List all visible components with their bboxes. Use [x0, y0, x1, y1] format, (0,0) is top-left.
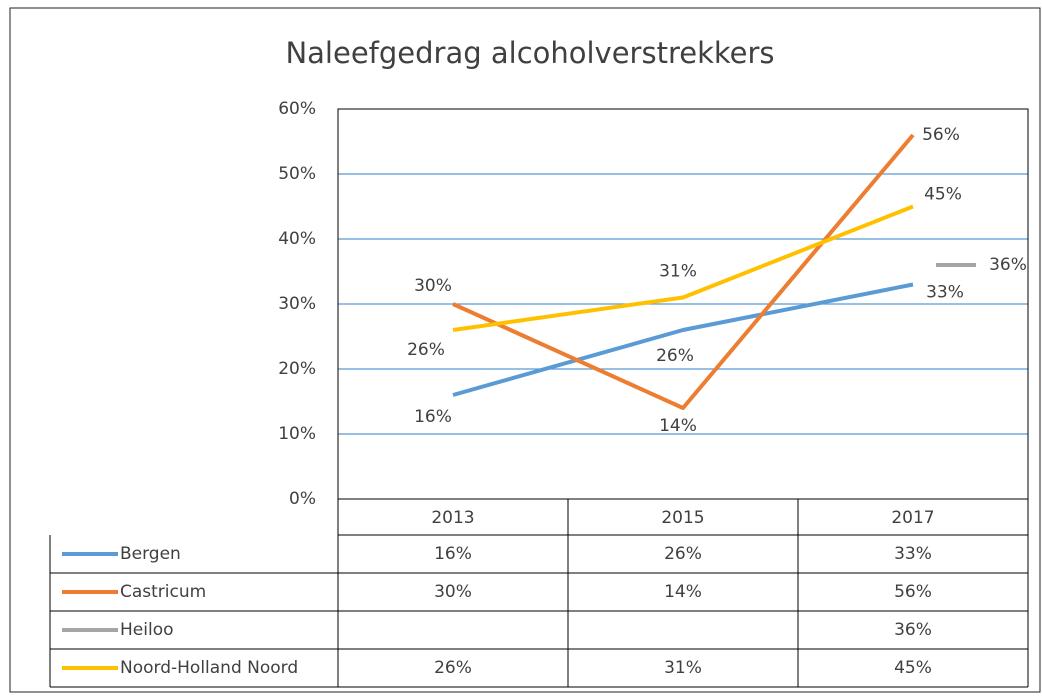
data-label: 33%: [926, 283, 964, 303]
legend-label: Noord-Holland Noord: [120, 658, 298, 678]
table-cell: 45%: [894, 658, 932, 678]
data-label: 36%: [989, 255, 1027, 275]
data-label: 56%: [922, 125, 960, 145]
y-tick-label: 40%: [278, 229, 316, 249]
data-label: 30%: [414, 276, 452, 296]
table-cell: 56%: [894, 582, 932, 602]
x-tick-label: 2013: [431, 508, 474, 528]
line: [452, 133, 915, 410]
legend-label: Heiloo: [120, 620, 174, 640]
legend-label: Castricum: [120, 582, 206, 602]
y-tick-label: 50%: [278, 164, 316, 184]
chart-title: Naleefgedrag alcoholverstrekkers: [285, 36, 774, 70]
table-cell: 14%: [664, 582, 702, 602]
table-cell: 36%: [894, 620, 932, 640]
legend-label: Bergen: [120, 544, 181, 564]
table-cell: 30%: [434, 582, 472, 602]
data-label: 26%: [656, 346, 694, 366]
y-tick-label: 30%: [278, 294, 316, 314]
y-tick-label: 10%: [278, 424, 316, 444]
data-label: 26%: [407, 340, 445, 360]
data-label: 14%: [659, 416, 697, 436]
chart-border: [9, 7, 1041, 693]
x-tick-label: 2017: [891, 508, 934, 528]
y-tick-label: 60%: [278, 99, 316, 119]
table-cell: 16%: [434, 544, 472, 564]
line: [452, 204, 914, 332]
data-label: 45%: [924, 185, 962, 205]
table-cell: 26%: [664, 544, 702, 564]
y-tick-label: 0%: [289, 489, 316, 509]
data-label: 16%: [414, 407, 452, 427]
x-tick-label: 2015: [661, 508, 704, 528]
line: [452, 282, 914, 397]
table-cell: 33%: [894, 544, 932, 564]
table-cell: 26%: [434, 658, 472, 678]
table-cell: 31%: [664, 658, 702, 678]
data-label: 31%: [659, 262, 697, 282]
plot-border: [337, 108, 1029, 500]
y-tick-label: 20%: [278, 359, 316, 379]
